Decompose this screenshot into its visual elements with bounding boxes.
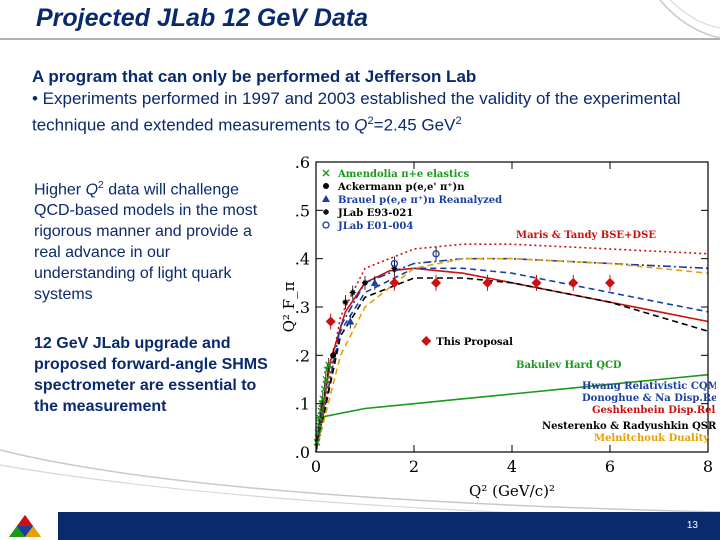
point-0-4 (531, 277, 542, 288)
legend-label-proposal: This Proposal (436, 337, 513, 348)
chart-legend: Amendolia π+e elastics Ackermann p(e,e' π… (322, 169, 513, 348)
y-axis-label: Q² F_π (280, 281, 298, 332)
y-tick-label: .4 (295, 250, 310, 269)
y-tick-label: .1 (295, 395, 310, 414)
point-1-8 (322, 376, 330, 383)
point-1-3 (316, 414, 324, 422)
point-1-0 (313, 438, 321, 446)
model-curve-4 (315, 243, 709, 453)
point-0-6 (605, 277, 615, 288)
point-0-1 (389, 277, 400, 288)
corner-decoration (659, 0, 720, 39)
jlab-logo-icon (9, 515, 41, 537)
intro-exp: 2 (367, 115, 374, 127)
y-tick-label: .2 (295, 346, 310, 365)
legend-label-3: JLab E93-021 (337, 208, 413, 219)
legend-marker-1 (323, 183, 329, 189)
point-3-0 (346, 317, 355, 325)
pion-form-factor-chart: 0 2 4 6 8 .0 .1 .2 .3 .4 .5 .6 Q² (GeV/c)² Q² F_π Ame… (280, 153, 716, 500)
point-1-6 (319, 395, 327, 403)
model-label-1: Bakulev Hard QCD (516, 360, 622, 371)
y-tick-label: .6 (295, 153, 310, 172)
legend-marker-0 (322, 169, 330, 177)
footer-bar (58, 512, 720, 540)
side1-q: Q (85, 181, 99, 199)
data-points (313, 246, 615, 450)
slide-title: Projected JLab 12 GeV Data (36, 4, 369, 32)
side-text-challenge: Higher Q2 data will challenge QCD-based … (34, 175, 274, 305)
intro-q: Q (354, 115, 368, 135)
point-1-2 (315, 421, 323, 429)
legend-label-1: Ackermann p(e,e' π⁺)n (337, 182, 465, 193)
y-tick-label: .5 (295, 201, 310, 220)
point-1-4 (317, 407, 325, 415)
intro-bullet-end: =2.45 GeV (373, 115, 456, 135)
point-1-10 (325, 361, 333, 369)
point-0-3 (482, 277, 493, 288)
intro-text: A program that can only be performed at … (32, 66, 702, 137)
point-3-1 (370, 278, 379, 286)
x-axis-label: Q² (GeV/c)² (469, 482, 555, 500)
intro-exp2: 2 (455, 115, 462, 127)
side1-rest: data will challenge QCD-based models in … (34, 181, 258, 304)
page-number: 13 (686, 520, 698, 531)
title-divider (0, 38, 720, 40)
model-curve-6 (315, 257, 709, 453)
point-4-2 (362, 279, 368, 286)
x-tick-label: 4 (507, 457, 517, 476)
legend-marker-4 (322, 221, 330, 229)
legend-label-0: Amendolia π+e elastics (337, 169, 470, 180)
x-tick-label: 8 (703, 457, 713, 476)
y-tick-label: .0 (295, 443, 310, 462)
x-tick-label: 0 (311, 457, 321, 476)
legend-label-4: JLab E01-004 (337, 221, 413, 232)
model-labels: Maris & Tandy BSE+DSE Bakulev Hard QCD Hwa… (516, 230, 716, 444)
y-tick-label: .3 (295, 298, 310, 317)
point-0-2 (431, 277, 442, 288)
model-label-4: Geshkenbein Disp.Rel. (592, 405, 716, 416)
point-4-1 (349, 289, 356, 296)
point-5-0 (390, 259, 399, 268)
point-4-0 (342, 299, 349, 306)
side-text-upgrade: 12 GeV JLab upgrade and proposed forward… (34, 335, 268, 415)
point-1-7 (320, 385, 328, 393)
chart-axes: 0 2 4 6 8 .0 .1 .2 .3 .4 .5 .6 Q² (GeV/c)² Q² F_π (280, 153, 713, 500)
side1-exp: 2 (98, 180, 104, 191)
intro-bullet-text: • Experiments performed in 1997 and 2003… (32, 89, 681, 135)
intro-lead: A program that can only be performed at … (32, 67, 477, 86)
legend-label-2: Brauel p(e,e π⁺)n Reanalyzed (338, 195, 502, 206)
x-tick-label: 6 (605, 457, 615, 476)
x-tick-label: 2 (409, 457, 419, 476)
model-curves (315, 243, 709, 453)
legend-marker-proposal (421, 336, 432, 346)
model-label-3: Donoghue & Na Disp.Rel. (582, 393, 716, 404)
point-2-0 (330, 352, 337, 359)
point-5-1 (432, 250, 440, 258)
model-curve-1 (315, 373, 709, 419)
model-label-2: Hwang Relativistic CQM (582, 381, 716, 392)
legend-marker-3 (323, 209, 329, 215)
point-0-0 (325, 316, 336, 327)
model-label-0: Maris & Tandy BSE+DSE (516, 230, 656, 241)
point-1-9 (323, 366, 331, 374)
intro-bullet: • Experiments performed in 1997 and 2003… (32, 88, 702, 137)
side1-lead: Higher (34, 181, 86, 199)
legend-marker-2 (322, 195, 330, 202)
model-label-6: Melnitchouk Duality (594, 433, 710, 444)
model-label-5: Nesterenko & Radyushkin QSR (542, 421, 716, 432)
point-0-5 (568, 277, 579, 288)
